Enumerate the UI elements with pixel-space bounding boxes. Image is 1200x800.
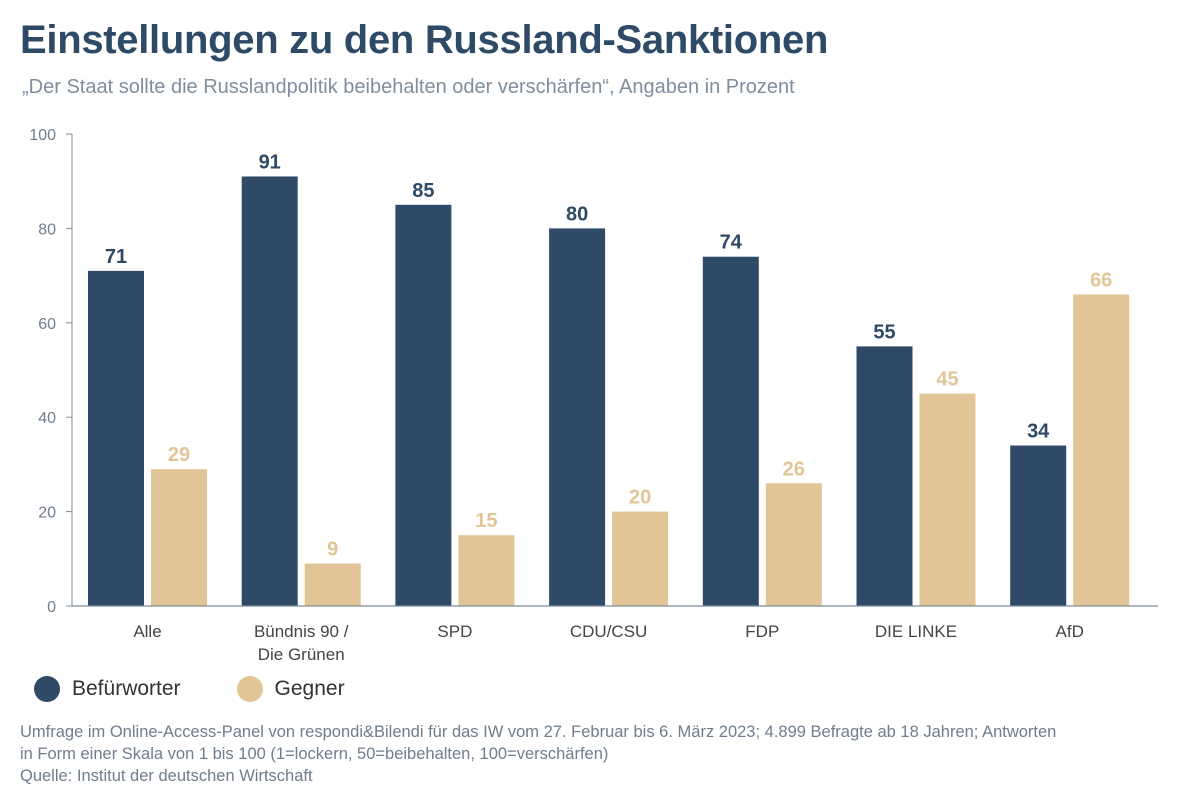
legend-swatch-gegner	[236, 676, 263, 702]
y-tick-label: 80	[38, 221, 56, 238]
footnote-line-2: in Form einer Skala von 1 bis 100 (1=loc…	[20, 745, 609, 763]
bar-gegner	[304, 563, 361, 606]
bar-chart: 0 20 40 60 80 100 71 29 Alle 91 9 Bündnis 90 / Die G…	[29, 127, 1158, 664]
x-tick-label: CDU/CSU	[570, 622, 647, 641]
data-label-befuerworter: 71	[105, 246, 127, 268]
bar-gegner	[1073, 294, 1130, 606]
bar-befuerworter	[702, 256, 759, 606]
bar-gegner	[458, 535, 515, 606]
data-label-befuerworter: 85	[412, 180, 434, 202]
x-tick-label: Alle	[133, 622, 161, 641]
data-label-befuerworter: 80	[566, 203, 588, 225]
data-label-gegner: 45	[936, 369, 958, 391]
data-label-befuerworter: 91	[259, 151, 281, 173]
x-tick-label: Die Grünen	[258, 645, 345, 664]
data-label-gegner: 29	[168, 444, 190, 466]
x-tick-label: FDP	[745, 622, 779, 641]
bar-befuerworter	[395, 204, 452, 607]
bar-befuerworter	[1010, 445, 1067, 606]
bar-befuerworter	[241, 176, 298, 607]
data-label-gegner: 66	[1090, 269, 1112, 291]
data-label-gegner: 9	[327, 539, 338, 561]
data-label-gegner: 20	[629, 487, 651, 509]
x-tick-label: DIE LINKE	[875, 622, 957, 641]
footnote-line-1: Umfrage im Online-Access-Panel von respo…	[20, 723, 1057, 741]
legend-item-befuerworter: Befürworter	[34, 676, 181, 702]
y-tick-label: 0	[47, 599, 56, 616]
chart-subtitle: „Der Staat sollte die Russlandpolitik be…	[22, 76, 795, 98]
data-label-gegner: 26	[783, 458, 805, 480]
bar-befuerworter	[856, 346, 913, 606]
data-label-befuerworter: 55	[873, 321, 895, 343]
x-tick-label: Bündnis 90 /	[254, 622, 349, 641]
bar-gegner	[919, 393, 976, 606]
bar-gegner	[151, 469, 207, 606]
legend-item-gegner: Gegner	[236, 676, 345, 702]
data-label-befuerworter: 34	[1027, 421, 1050, 443]
footnote: Umfrage im Online-Access-Panel von respo…	[20, 721, 1185, 787]
data-label-befuerworter: 74	[720, 232, 743, 254]
x-tick-label: AfD	[1056, 622, 1084, 641]
legend: Befürworter Gegner	[34, 676, 345, 702]
legend-label-befuerworter: Befürworter	[72, 677, 181, 700]
bar-gegner	[765, 483, 822, 606]
bar-befuerworter	[549, 228, 606, 606]
y-tick-label: 40	[38, 410, 56, 427]
y-tick-label: 100	[29, 127, 56, 144]
bar-gegner	[612, 511, 669, 606]
chart-title: Einstellungen zu den Russland-Sanktionen	[20, 18, 829, 62]
legend-label-gegner: Gegner	[274, 677, 345, 700]
y-tick-label: 60	[38, 316, 56, 333]
x-tick-label: SPD	[437, 622, 472, 641]
y-tick-label: 20	[38, 505, 56, 522]
footnote-source: Quelle: Institut der deutschen Wirtschaf…	[20, 767, 313, 785]
data-label-gegner: 15	[475, 510, 497, 532]
bar-befuerworter	[88, 270, 144, 606]
legend-swatch-befuerworter	[34, 676, 60, 702]
